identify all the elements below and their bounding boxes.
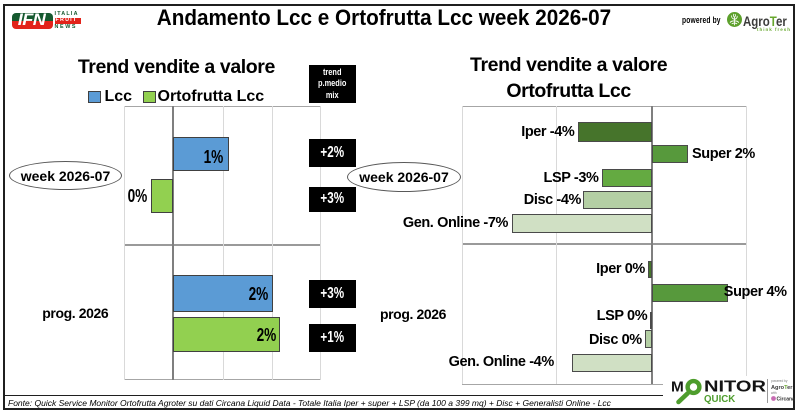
svg-text:QUICK: QUICK <box>704 393 736 405</box>
svg-text:AgroTer: AgroTer <box>771 385 793 391</box>
svg-text:Circana: Circana <box>777 397 796 403</box>
svg-text:with: with <box>771 391 777 395</box>
svg-text:NITOR: NITOR <box>704 379 766 396</box>
svg-text:powered by: powered by <box>771 379 788 383</box>
svg-text:M: M <box>671 379 684 396</box>
